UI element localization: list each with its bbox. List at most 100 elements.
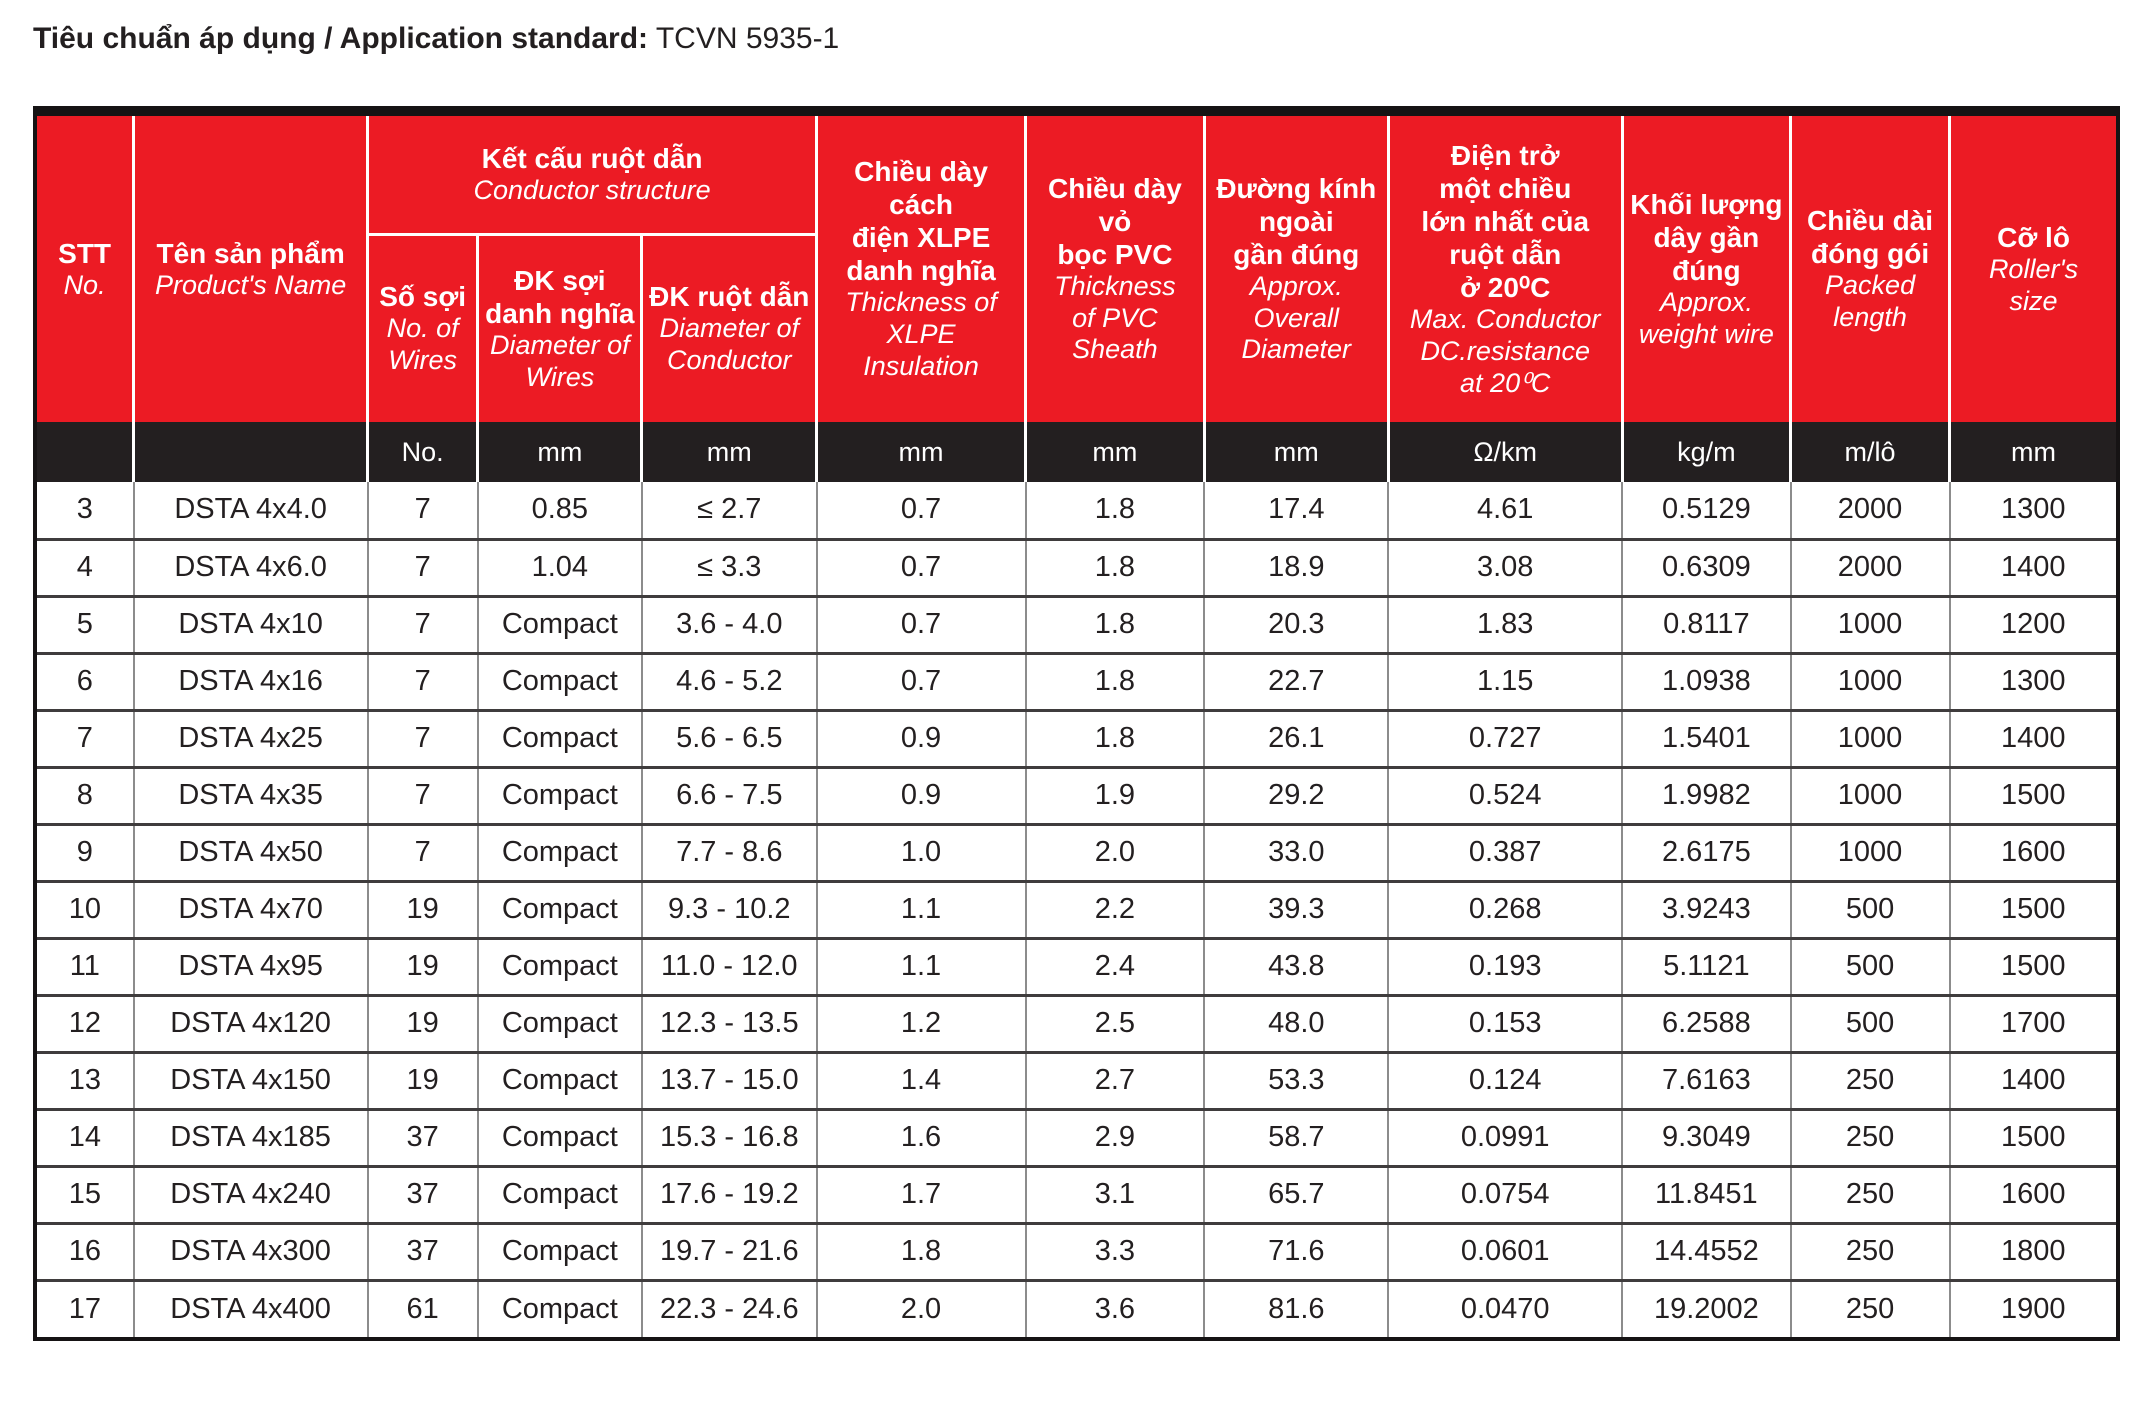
cell-packed-length: 500 [1789,936,1951,995]
cell-wire-diameter: Compact [476,1221,643,1280]
cell-no-of-wires: 7 [366,651,479,710]
table-row: 11 DSTA 4x95 19 Compact 11.0 - 12.0 1.1 2.4 43.… [37,936,2116,995]
cell-packed-length: 2000 [1789,482,1951,539]
cell-product-name: DSTA 4x400 [132,1278,369,1337]
cell-overall-diameter: 53.3 [1203,1050,1390,1109]
header-en: Approx. Overall Diameter [1241,270,1352,365]
cell-no-of-wires: 7 [366,482,479,539]
cell-pvc-thickness: 3.3 [1024,1221,1206,1280]
cell-dc-resistance: 1.83 [1387,594,1624,653]
cell-dc-resistance: 0.124 [1387,1050,1624,1109]
header-vi: Tên sản phẩm [156,237,345,269]
cell-pvc-thickness: 2.5 [1024,993,1206,1052]
cell-stt: 17 [37,1278,135,1337]
cell-packed-length: 1000 [1789,651,1951,710]
cell-conductor-diameter: 17.6 - 19.2 [640,1164,818,1223]
cell-stt: 14 [37,1107,135,1166]
cable-spec-table: STT No. Tên sản phẩm Product's Name Kết … [37,116,2116,1337]
cell-xlpe-thickness: 1.8 [815,1221,1027,1280]
col-header-overall-diameter: Đường kính ngoài gần đúng Approx. Overal… [1202,116,1390,422]
cell-packed-length: 2000 [1789,537,1951,596]
cell-no-of-wires: 37 [366,1107,479,1166]
header-en: Conductor structure [473,174,711,205]
cell-wire-diameter: Compact [476,993,643,1052]
header-vi: ĐK sợi danh nghĩa [485,264,635,329]
cell-conductor-diameter: 11.0 - 12.0 [640,936,818,995]
cell-conductor-diameter: ≤ 3.3 [640,537,818,596]
cell-stt: 10 [37,879,135,938]
cell-wire-diameter: Compact [476,1050,643,1109]
table-row: 13 DSTA 4x150 19 Compact 13.7 - 15.0 1.4 2.7 53… [37,1050,2116,1109]
cell-no-of-wires: 7 [366,708,479,767]
unit-pvc-thickness: mm [1024,422,1206,482]
header-vi: Điện trở một chiều lớn nhất của ruột dẫn… [1421,139,1590,303]
cell-packed-length: 250 [1789,1278,1951,1337]
cell-stt: 13 [37,1050,135,1109]
cell-overall-diameter: 17.4 [1203,482,1390,539]
cell-packed-length: 500 [1789,879,1951,938]
header-en: Packed length [1825,270,1916,333]
header-en: Diameter of Wires [490,329,630,392]
cell-overall-diameter: 39.3 [1203,879,1390,938]
cell-wire-diameter: Compact [476,822,643,881]
cell-overall-diameter: 71.6 [1203,1221,1390,1280]
cell-product-name: DSTA 4x16 [132,651,369,710]
cell-wire-diameter: Compact [476,708,643,767]
unit-packed-length: m/lô [1789,422,1952,482]
cell-stt: 15 [37,1164,135,1223]
col-header-weight: Khối lượng dây gần đúng Approx. weight w… [1620,116,1793,422]
page-title: Tiêu chuẩn áp dụng / Application standar… [33,22,2152,56]
cell-no-of-wires: 7 [366,594,479,653]
header-en: Approx. weight wire [1638,286,1774,349]
header-en: No. of Wires [386,313,459,376]
cell-weight: 0.8117 [1621,594,1792,653]
cell-no-of-wires: 7 [366,765,479,824]
header-vi: Kết cấu ruột dẫn [481,142,703,174]
cell-no-of-wires: 7 [366,537,479,596]
cell-overall-diameter: 48.0 [1203,993,1390,1052]
cell-xlpe-thickness: 1.1 [815,936,1027,995]
cell-conductor-diameter: 12.3 - 13.5 [640,993,818,1052]
cell-conductor-diameter: 3.6 - 4.0 [640,594,818,653]
cell-roller-size: 1700 [1948,993,2116,1052]
cell-xlpe-thickness: 1.4 [815,1050,1027,1109]
unit-stt [37,422,136,482]
col-header-stt: STT No. [37,116,136,422]
cell-product-name: DSTA 4x120 [132,993,369,1052]
col-header-no-of-wires: Số sợi No. of Wires [366,232,480,422]
application-standard-label: Tiêu chuẩn áp dụng / Application standar… [33,22,649,55]
cell-weight: 0.5129 [1621,482,1792,539]
cell-xlpe-thickness: 0.7 [815,651,1027,710]
cell-product-name: DSTA 4x25 [132,708,369,767]
cell-roller-size: 1500 [1948,936,2116,995]
cell-stt: 6 [37,651,135,710]
table-row: 5 DSTA 4x10 7 Compact 3.6 - 4.0 0.7 1.8 20.3 1.8… [37,594,2116,653]
header-en: Roller's size [1988,253,2079,316]
cell-wire-diameter: Compact [476,1278,643,1337]
cell-dc-resistance: 0.524 [1387,765,1624,824]
cell-roller-size: 1200 [1948,594,2116,653]
table-row: 9 DSTA 4x50 7 Compact 7.7 - 8.6 1.0 2.0 33.0 0.3… [37,822,2116,881]
cell-weight: 5.1121 [1621,936,1792,995]
header-en: Thickness of PVC Sheath [1054,270,1176,365]
header-en: Diameter of Conductor [659,313,800,376]
cell-no-of-wires: 37 [366,1164,479,1223]
cell-wire-diameter: Compact [476,765,643,824]
cell-conductor-diameter: 5.6 - 6.5 [640,708,818,767]
cell-weight: 1.0938 [1621,651,1792,710]
cell-stt: 3 [37,482,135,539]
unit-weight: kg/m [1620,422,1793,482]
cell-conductor-diameter: 13.7 - 15.0 [640,1050,818,1109]
cell-pvc-thickness: 1.8 [1024,651,1206,710]
cell-packed-length: 1000 [1789,594,1951,653]
cell-packed-length: 250 [1789,1221,1951,1280]
cell-weight: 3.9243 [1621,879,1792,938]
cell-weight: 9.3049 [1621,1107,1792,1166]
cell-pvc-thickness: 2.9 [1024,1107,1206,1166]
cell-pvc-thickness: 3.6 [1024,1278,1206,1337]
cell-roller-size: 1400 [1948,1050,2116,1109]
unit-product-name [132,422,370,482]
col-header-conductor-diameter: ĐK ruột dẫn Diameter of Conductor [640,232,819,422]
units-row: No. mm mm mm mm mm Ω/km kg/m m/lô mm [37,422,2116,482]
cell-conductor-diameter: 22.3 - 24.6 [640,1278,818,1337]
